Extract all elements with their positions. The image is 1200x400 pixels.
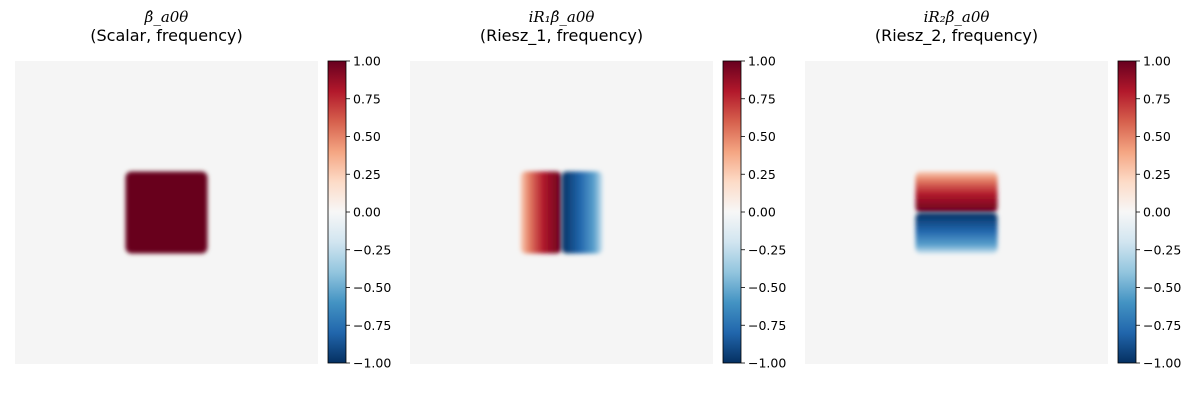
colorbar-1: 1.00 0.75 0.50 0.25 0.00 −0.25 −0.50 −0.75 −1.00 (327, 54, 391, 371)
colorbar-tick-label: −0.50 (748, 280, 786, 295)
panel-2 (410, 61, 713, 364)
colorbar-tick-label: 0.50 (353, 129, 381, 144)
panel-2-title: iR₁β̂_a0θ (Riesz_1, frequency) (410, 8, 713, 46)
colorbar-gradient (327, 60, 347, 364)
colorbar-tick-label: 1.00 (353, 54, 381, 69)
colorbar-3: 1.00 0.75 0.50 0.25 0.00 −0.25 −0.50 −0.75 −1.00 (1117, 54, 1181, 371)
colorbar-tick-label: −0.50 (1143, 280, 1181, 295)
panel-3-title-text: (Riesz_2, frequency) (874, 26, 1039, 45)
heatmap-lobe-negative (561, 171, 603, 254)
colorbar-tick-label: 0.25 (1143, 167, 1171, 182)
colorbar-tick-label: 0.75 (353, 91, 381, 106)
heatmap-lobe-negative (915, 212, 998, 254)
colorbar-tick-label: −0.25 (1143, 242, 1181, 257)
panel-3 (805, 61, 1108, 364)
heatmap-lobe-positive (520, 171, 562, 254)
panel-1-title-symbol: β̂_a0θ (144, 8, 189, 26)
colorbar-tick-label: 0.50 (1143, 129, 1171, 144)
colorbar-tick-label: 1.00 (748, 54, 776, 69)
colorbar-gradient (722, 60, 742, 364)
panel-1-title-text: (Scalar, frequency) (90, 26, 243, 45)
colorbar-gradient (1117, 60, 1137, 364)
panel-3-title-symbol: iR₂β̂_a0θ (923, 8, 990, 26)
colorbar-tick-label: 0.75 (748, 91, 776, 106)
colorbar-tick-label: −0.75 (353, 318, 391, 333)
panel-2-title-text: (Riesz_1, frequency) (479, 26, 644, 45)
panel-2-title-symbol: iR₁β̂_a0θ (528, 8, 595, 26)
colorbar-tick-label: 0.00 (748, 205, 776, 220)
colorbar-tick-label: −1.00 (1143, 356, 1181, 371)
colorbar-tick-label: −0.25 (748, 242, 786, 257)
colorbar-tick-label: 0.00 (1143, 205, 1171, 220)
colorbar-tick-label: −0.75 (1143, 318, 1181, 333)
colorbar-tick-label: 0.25 (353, 167, 381, 182)
panel-1-title: β̂_a0θ (Scalar, frequency) (15, 8, 318, 46)
heatmap-lobe-positive (915, 171, 998, 213)
colorbar-tick-label: −0.75 (748, 318, 786, 333)
colorbar-tick-label: −0.50 (353, 280, 391, 295)
colorbar-tick-label: 0.50 (748, 129, 776, 144)
panel-1 (15, 61, 318, 364)
colorbar-tick-label: 0.25 (748, 167, 776, 182)
colorbar-tick-label: 0.00 (353, 205, 381, 220)
colorbar-tick-label: 0.75 (1143, 91, 1171, 106)
colorbar-2: 1.00 0.75 0.50 0.25 0.00 −0.25 −0.50 −0.75 −1.00 (722, 54, 786, 371)
colorbar-tick-label: −1.00 (748, 356, 786, 371)
colorbar-tick-label: −0.25 (353, 242, 391, 257)
colorbar-tick-label: −1.00 (353, 356, 391, 371)
panel-3-title: iR₂β̂_a0θ (Riesz_2, frequency) (805, 8, 1108, 46)
heatmap-square-positive (125, 171, 208, 254)
colorbar-tick-label: 1.00 (1143, 54, 1171, 69)
